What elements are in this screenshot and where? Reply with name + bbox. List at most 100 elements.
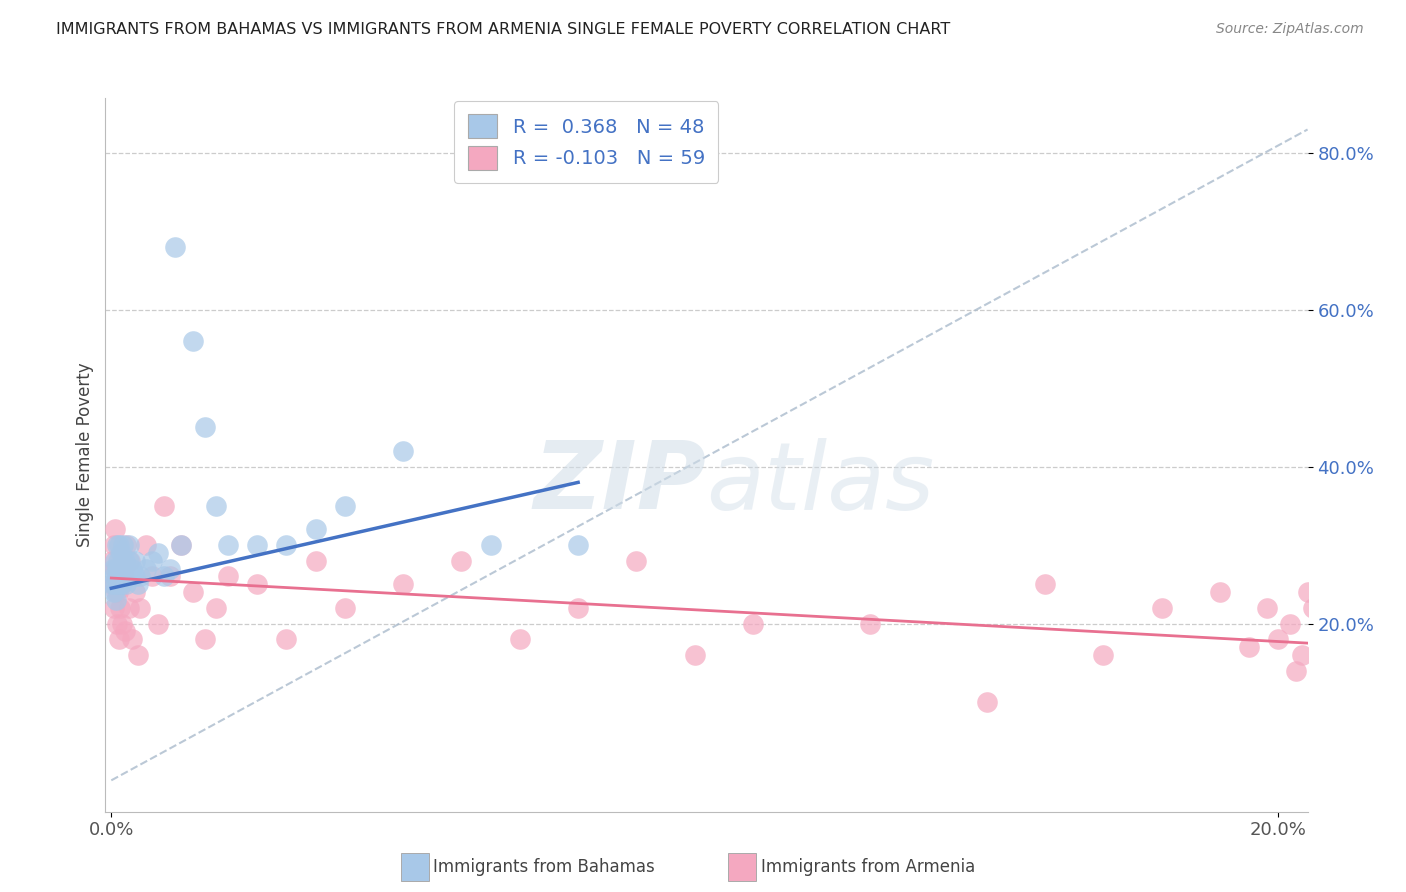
Point [742, 616, 765, 631]
Point [127, 577, 149, 591]
Point [141, 554, 163, 568]
Point [276, 632, 298, 647]
Text: Source: ZipAtlas.com: Source: ZipAtlas.com [1216, 22, 1364, 37]
Point [111, 554, 134, 568]
Point [103, 569, 125, 583]
Point [479, 538, 502, 552]
Point [127, 648, 149, 662]
Point [392, 444, 415, 458]
Point [1302, 600, 1324, 615]
Point [1209, 585, 1232, 599]
Point [121, 632, 143, 647]
Text: Immigrants from Armenia: Immigrants from Armenia [761, 858, 974, 876]
Point [1296, 585, 1319, 599]
Point [392, 577, 415, 591]
Point [567, 538, 589, 552]
Point [129, 569, 152, 583]
Point [217, 538, 239, 552]
Point [246, 577, 269, 591]
Point [450, 554, 472, 568]
Point [683, 648, 706, 662]
Point [110, 569, 132, 583]
Point [103, 600, 125, 615]
Point [108, 600, 131, 615]
Point [194, 632, 217, 647]
Point [118, 554, 141, 568]
Point [333, 499, 356, 513]
Point [105, 538, 128, 552]
Point [104, 593, 127, 607]
Point [105, 561, 128, 575]
Point [104, 585, 127, 599]
Point [118, 554, 141, 568]
Text: ZIP: ZIP [534, 437, 707, 530]
Point [1033, 577, 1056, 591]
Point [115, 577, 138, 591]
Point [141, 569, 163, 583]
Point [110, 546, 132, 560]
Point [181, 585, 204, 599]
Point [111, 616, 134, 631]
Point [107, 554, 129, 568]
Point [101, 554, 124, 568]
Point [111, 577, 134, 591]
Point [129, 600, 152, 615]
Y-axis label: Single Female Poverty: Single Female Poverty [76, 363, 94, 547]
Point [103, 585, 125, 599]
Point [153, 569, 176, 583]
Point [115, 538, 138, 552]
Point [105, 616, 128, 631]
Point [170, 538, 193, 552]
Point [1092, 648, 1115, 662]
Point [181, 334, 204, 349]
Point [205, 600, 228, 615]
Point [121, 561, 143, 575]
Point [333, 600, 356, 615]
Point [159, 569, 181, 583]
Point [111, 554, 134, 568]
Point [104, 554, 127, 568]
Point [626, 554, 648, 568]
Point [124, 585, 146, 599]
Point [170, 538, 193, 552]
Point [859, 616, 882, 631]
Point [101, 577, 124, 591]
Point [146, 616, 169, 631]
Point [112, 569, 135, 583]
Text: Immigrants from Bahamas: Immigrants from Bahamas [433, 858, 655, 876]
Point [217, 569, 239, 583]
Legend: R =  0.368   N = 48, R = -0.103   N = 59: R = 0.368 N = 48, R = -0.103 N = 59 [454, 101, 718, 183]
Point [1267, 632, 1289, 647]
Point [304, 523, 326, 537]
Point [509, 632, 531, 647]
Point [246, 538, 269, 552]
Point [108, 538, 131, 552]
Point [105, 569, 128, 583]
Point [205, 499, 228, 513]
Text: atlas: atlas [707, 438, 935, 529]
Text: IMMIGRANTS FROM BAHAMAS VS IMMIGRANTS FROM ARMENIA SINGLE FEMALE POVERTY CORRELA: IMMIGRANTS FROM BAHAMAS VS IMMIGRANTS FR… [56, 22, 950, 37]
Point [1279, 616, 1302, 631]
Point [107, 585, 129, 599]
Point [567, 600, 589, 615]
Point [118, 538, 141, 552]
Point [104, 577, 127, 591]
Point [108, 632, 131, 647]
Point [108, 577, 131, 591]
Point [118, 600, 141, 615]
Point [101, 577, 124, 591]
Point [194, 420, 217, 434]
Point [1285, 664, 1308, 678]
Point [108, 561, 131, 575]
Point [1256, 600, 1278, 615]
Point [159, 561, 181, 575]
Point [104, 561, 127, 575]
Point [101, 561, 124, 575]
Point [1150, 600, 1173, 615]
Point [105, 569, 128, 583]
Point [112, 569, 135, 583]
Point [115, 561, 138, 575]
Point [146, 546, 169, 560]
Point [1237, 640, 1260, 654]
Point [165, 240, 187, 254]
